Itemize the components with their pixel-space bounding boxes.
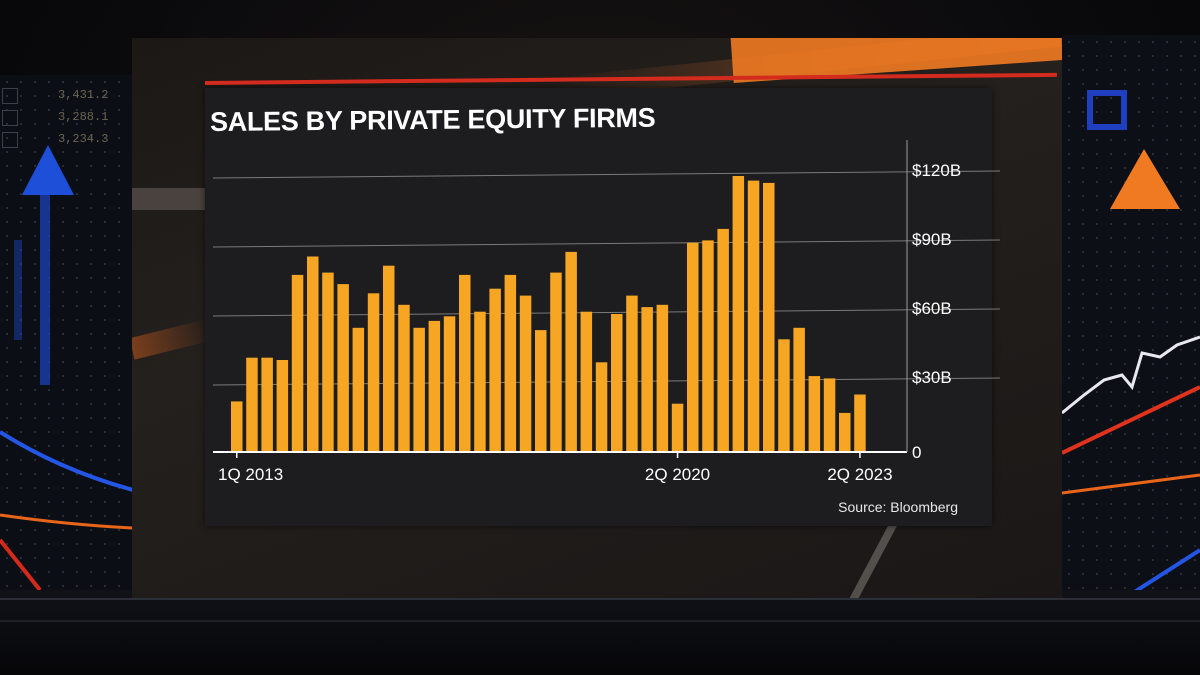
bar — [717, 228, 729, 452]
red-line — [0, 538, 42, 592]
bar — [565, 251, 577, 452]
bar — [428, 320, 441, 452]
bar — [337, 284, 349, 452]
bar — [231, 401, 243, 452]
floor-line — [0, 620, 1200, 622]
y-tick-label: $120B — [912, 161, 961, 180]
x-tick-label: 2Q 2020 — [645, 465, 710, 484]
bars — [231, 176, 866, 452]
bar — [626, 295, 638, 452]
source-note: Source: Bloomberg — [838, 499, 958, 515]
bar — [656, 304, 669, 452]
blue-line — [0, 430, 134, 492]
bar — [474, 311, 486, 452]
bar — [550, 272, 562, 452]
bar — [595, 362, 608, 452]
left-monitor-graphics — [0, 145, 134, 592]
blue-bar — [40, 195, 50, 385]
bar — [535, 330, 547, 452]
bar — [839, 412, 851, 452]
bar — [367, 293, 380, 452]
ticker-value: 3,431.2 — [58, 88, 109, 102]
bar — [489, 288, 501, 452]
bar — [671, 403, 684, 452]
ticker-icon — [2, 88, 18, 104]
bar — [793, 327, 805, 452]
blue-bar — [14, 240, 22, 340]
stage-floor — [0, 590, 1200, 675]
square-icon — [1087, 90, 1127, 130]
gridline — [212, 239, 1001, 248]
bar — [307, 256, 319, 452]
bar — [641, 307, 653, 452]
y-tick-label: $60B — [912, 299, 952, 318]
bar — [763, 182, 775, 452]
bar — [246, 357, 258, 452]
bar — [854, 394, 866, 452]
y-tick-label: $30B — [912, 368, 952, 387]
bar — [823, 378, 836, 452]
ticker-icon — [2, 110, 18, 126]
triangle-icon — [1110, 149, 1180, 209]
bar — [443, 316, 456, 452]
bar — [732, 176, 745, 452]
bar — [383, 265, 395, 452]
bar — [702, 240, 714, 452]
y-axis-ticks: 0 $30B $60B $90B $120B — [912, 161, 961, 462]
ticker-value: 3,288.1 — [58, 110, 109, 124]
x-tick-label: 1Q 2013 — [218, 465, 283, 484]
bar — [276, 360, 289, 452]
bar — [778, 339, 790, 452]
floor-line — [0, 598, 1200, 600]
orange-line — [1062, 473, 1200, 495]
ticker-icon — [2, 132, 18, 148]
bar — [808, 376, 821, 452]
bar — [291, 274, 304, 452]
right-monitor-graphics — [1062, 90, 1200, 602]
right-monitor — [1062, 35, 1200, 605]
orange-line — [0, 513, 134, 530]
bar — [519, 295, 532, 452]
gridline — [212, 170, 1001, 179]
bar — [413, 327, 425, 452]
y-tick-label: 0 — [912, 443, 921, 462]
bar — [261, 357, 273, 452]
x-tick-label: 2Q 2023 — [827, 465, 892, 484]
bar — [580, 311, 593, 452]
ticker-value: 3,234.3 — [58, 132, 109, 146]
bar — [352, 327, 365, 452]
bar — [747, 180, 760, 452]
white-line — [1062, 335, 1200, 415]
y-tick-label: $90B — [912, 230, 952, 249]
light-streak — [132, 188, 212, 210]
bar — [687, 242, 699, 452]
bar — [611, 314, 623, 452]
left-monitor — [0, 75, 135, 590]
bar — [459, 274, 471, 452]
bar — [322, 272, 334, 452]
bar — [504, 274, 517, 452]
x-axis-ticks: 1Q 2013 2Q 2020 2Q 2023 — [218, 452, 893, 484]
red-line — [1062, 385, 1200, 455]
bar — [398, 304, 410, 452]
up-arrow-icon — [22, 145, 74, 195]
